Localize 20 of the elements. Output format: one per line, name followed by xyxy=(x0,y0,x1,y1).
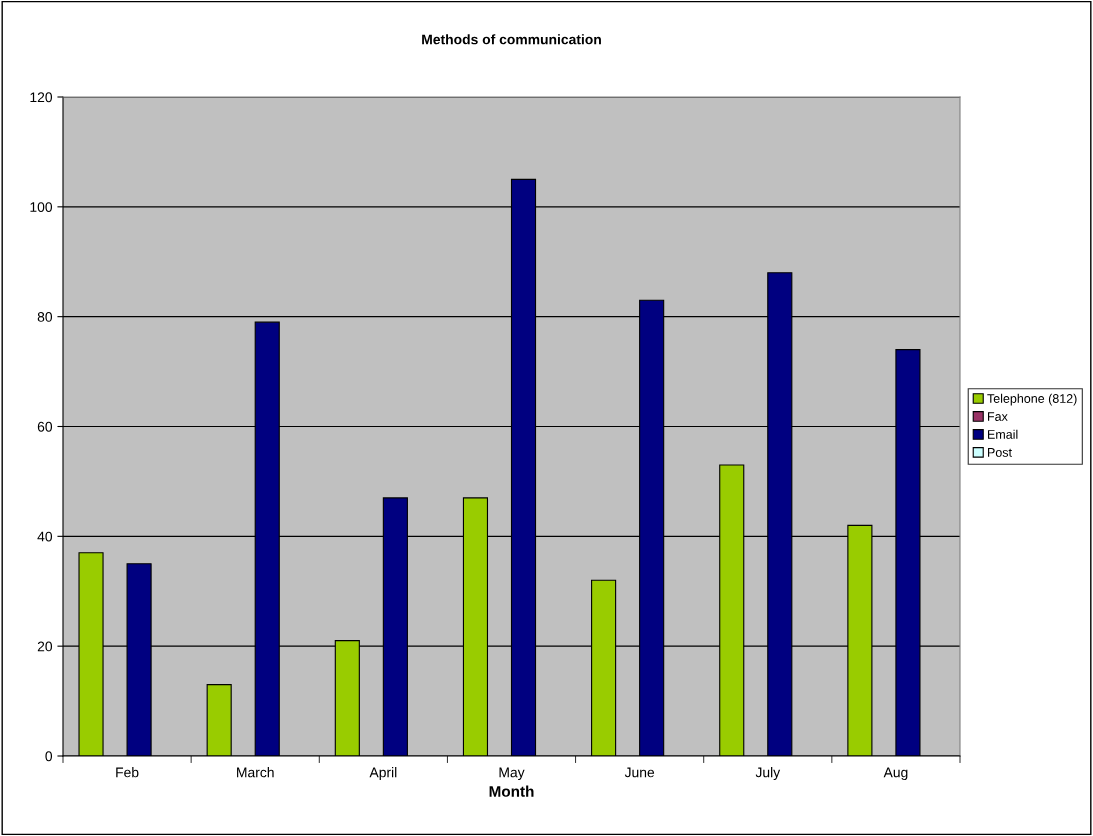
y-tick-label: 100 xyxy=(30,202,53,212)
legend-label: Telephone (812) xyxy=(987,393,1077,406)
x-tick-label: April xyxy=(369,767,397,781)
y-tick-label: 80 xyxy=(37,312,53,322)
y-tick-label: 40 xyxy=(37,531,53,542)
x-tick-label: May xyxy=(499,767,525,781)
y-tick-label: 60 xyxy=(37,421,53,432)
x-tick-label: June xyxy=(624,767,655,778)
legend-label: Fax xyxy=(988,412,1008,421)
x-tick-label: July xyxy=(755,767,781,781)
y-tick-label: 20 xyxy=(37,641,53,652)
legend-label: Email xyxy=(988,429,1018,439)
x-tick-label: Aug xyxy=(883,767,908,781)
x-tick-label: Feb xyxy=(116,767,139,778)
legend-label: Post xyxy=(988,448,1012,457)
y-tick-label: 0 xyxy=(45,751,53,762)
x-axis-title: Month xyxy=(489,785,534,797)
y-tick-label: 120 xyxy=(30,92,53,103)
x-tick-label: March xyxy=(237,767,274,778)
chart-title: Methods of communication xyxy=(422,34,601,45)
